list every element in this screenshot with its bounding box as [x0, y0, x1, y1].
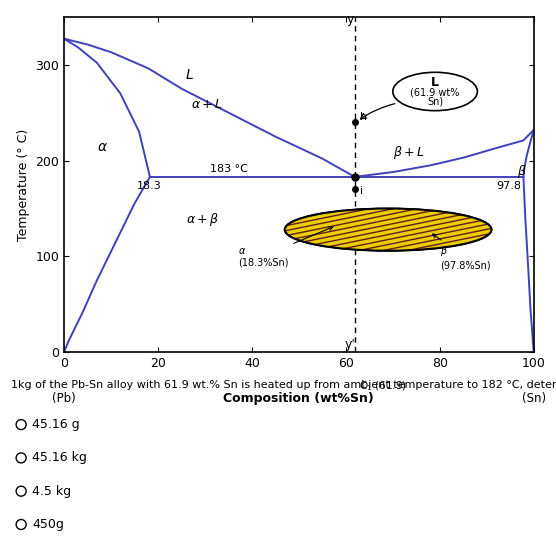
- Text: h: h: [360, 112, 368, 122]
- Text: 450g: 450g: [32, 518, 64, 531]
- Text: 97.8: 97.8: [496, 181, 521, 191]
- Circle shape: [285, 209, 492, 251]
- Text: 183 °C: 183 °C: [210, 164, 247, 174]
- Text: 18.3: 18.3: [137, 181, 161, 191]
- Text: $\beta$
(97.8%Sn): $\beta$ (97.8%Sn): [433, 234, 490, 270]
- Text: 45.16 g: 45.16 g: [32, 418, 80, 431]
- Text: $\alpha$: $\alpha$: [97, 140, 108, 154]
- Text: $\alpha + \beta$: $\alpha + \beta$: [186, 211, 219, 228]
- Text: (Pb): (Pb): [52, 392, 76, 405]
- Text: (Sn): (Sn): [522, 392, 546, 405]
- Text: 4.5 kg: 4.5 kg: [32, 485, 71, 498]
- Text: L: L: [186, 68, 194, 82]
- Text: y': y': [345, 337, 355, 351]
- Text: 45.16 kg: 45.16 kg: [32, 451, 87, 465]
- Text: $\beta + L$: $\beta + L$: [393, 144, 424, 161]
- Circle shape: [285, 209, 492, 251]
- Text: C$_1$ (61.9): C$_1$ (61.9): [360, 379, 408, 393]
- Y-axis label: Temperature (° C): Temperature (° C): [17, 128, 29, 241]
- Text: $\beta$: $\beta$: [517, 163, 527, 180]
- Text: y: y: [346, 13, 354, 27]
- Text: Sn): Sn): [427, 96, 443, 106]
- Text: $\alpha$
(18.3%Sn): $\alpha$ (18.3%Sn): [238, 226, 332, 267]
- Text: i: i: [360, 186, 364, 196]
- Text: 1kg of the Pb-Sn alloy with 61.9 wt.% Sn is heated up from ambient temperature t: 1kg of the Pb-Sn alloy with 61.9 wt.% Sn…: [11, 380, 556, 390]
- Text: $\alpha + L$: $\alpha + L$: [191, 98, 222, 111]
- Text: (61.9 wt%: (61.9 wt%: [410, 88, 460, 98]
- Text: L: L: [431, 77, 439, 89]
- Text: Composition (wt%Sn): Composition (wt%Sn): [224, 392, 374, 405]
